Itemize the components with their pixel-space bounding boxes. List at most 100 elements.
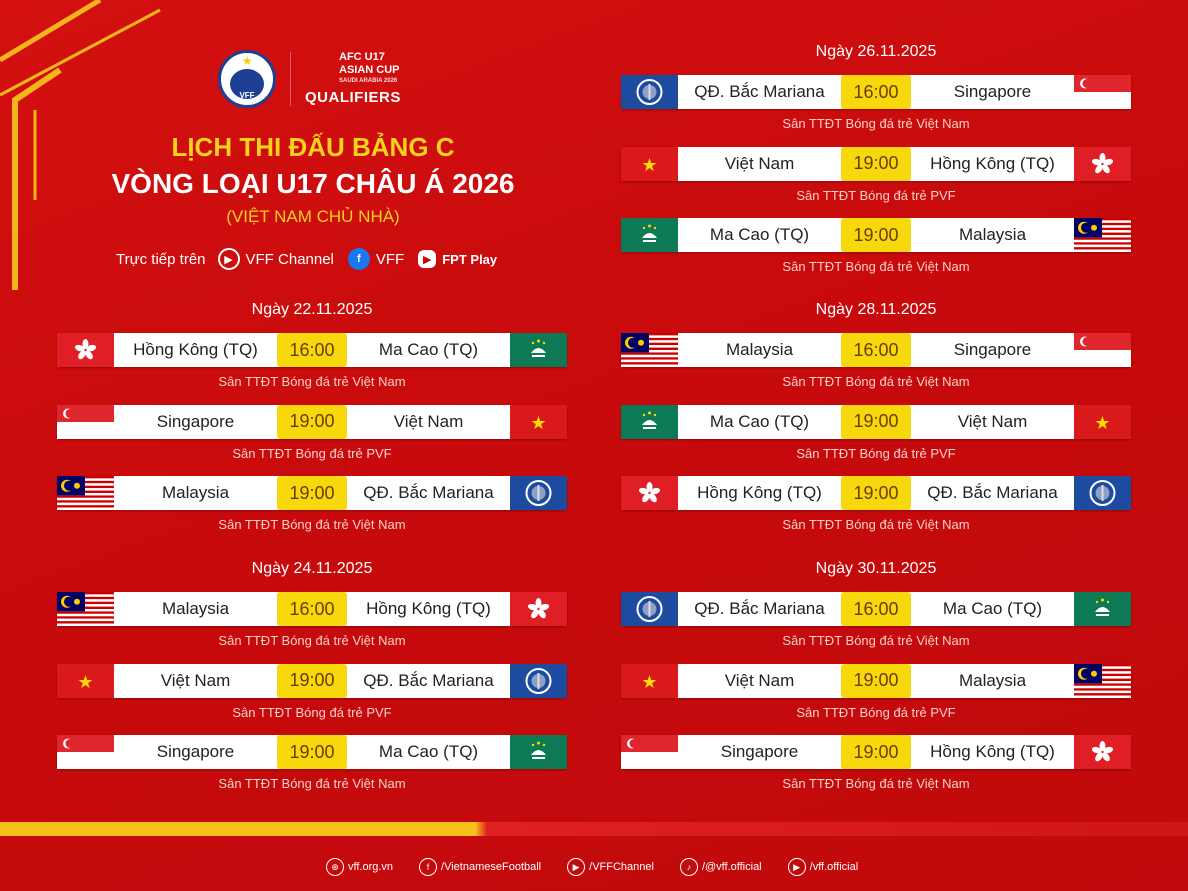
channel-vff[interactable]: VFF: [375, 250, 405, 268]
match-row[interactable]: Singapore 19:00 Ma Cao (TQ): [57, 735, 567, 769]
match-row[interactable]: ★ Việt Nam 19:00 Hồng Kông (TQ): [621, 146, 1131, 181]
home-team: QĐ. Bắc Mariana: [694, 82, 825, 101]
home-team: Hồng Kông (TQ): [697, 483, 822, 502]
away-team: Ma Cao (TQ): [378, 340, 479, 359]
match-date: Ngày 22.11.2025: [251, 301, 373, 318]
match-row[interactable]: Singapore 19:00 Hồng Kông (TQ): [621, 735, 1131, 769]
kickoff-time: 19:00: [841, 476, 911, 510]
home-team: Singapore: [156, 411, 235, 431]
decorative-band: [0, 822, 1188, 836]
home-team: Malaysia: [161, 483, 230, 502]
match-row[interactable]: Hồng Kông (TQ) 19:00 QĐ. Bắc Mariana: [621, 476, 1131, 510]
match-row[interactable]: Ma Cao (TQ) 19:00 Malaysia: [621, 218, 1131, 252]
away-team: Ma Cao (TQ): [378, 742, 479, 761]
kickoff-time: 19:00: [277, 735, 347, 769]
hong-kong-flag: [1074, 735, 1131, 769]
afc-line1: AFC U17: [339, 51, 385, 63]
kickoff-time: 16:00: [277, 592, 347, 626]
match-row[interactable]: Ma Cao (TQ) 19:00 Việt Nam ★: [621, 404, 1131, 439]
match-row[interactable]: Hồng Kông (TQ) 16:00 Ma Cao (TQ): [57, 333, 567, 367]
footer-label: /VietnameseFootball: [441, 860, 542, 873]
malaysia-flag: [1074, 663, 1131, 698]
svg-text:★: ★: [530, 413, 546, 433]
singapore-flag: [57, 404, 114, 439]
home-team: Việt Nam: [724, 153, 795, 173]
match-row[interactable]: ★ Việt Nam 19:00 Malaysia: [621, 663, 1131, 698]
channel-fpt-play[interactable]: FPT Play: [442, 251, 498, 267]
venue: Sân TTĐT Bóng đá trẻ Việt Nam: [782, 517, 970, 532]
logos: ★ VFF AFC U17 ASIAN CUP SAUDI ARABIA 2026…: [218, 50, 401, 108]
match-row[interactable]: ★ Việt Nam 19:00 QĐ. Bắc Mariana: [57, 663, 567, 698]
northern-mariana-islands-flag: [510, 476, 567, 510]
fpt-play-icon: ▶: [418, 250, 437, 268]
match-row[interactable]: QĐ. Bắc Mariana 16:00 Singapore: [621, 75, 1131, 109]
footer-facebook[interactable]: f/VietnameseFootball: [419, 858, 541, 876]
footer-website[interactable]: ⊕ vff.org.vn: [326, 858, 393, 876]
kickoff-time: 19:00: [841, 404, 911, 439]
kickoff-time: 19:00: [277, 663, 347, 698]
venue: Sân TTĐT Bóng đá trẻ PVF: [796, 187, 956, 203]
footer-label: /VFFChannel: [589, 860, 654, 873]
match-row[interactable]: Singapore 19:00 Việt Nam ★: [57, 404, 567, 439]
footer-play[interactable]: ▶/vff.official: [787, 858, 858, 876]
away-team: Ma Cao (TQ): [942, 599, 1043, 618]
title-line2: VÒNG LOẠI U17 CHÂU Á 2026: [111, 168, 515, 199]
away-team: Hồng Kông (TQ): [930, 153, 1055, 173]
kickoff-time: 19:00: [841, 146, 911, 181]
venue: Sân TTĐT Bóng đá trẻ Việt Nam: [782, 374, 970, 389]
home-team: Ma Cao (TQ): [709, 411, 810, 431]
footer-youtube[interactable]: ▶/VFFChannel: [567, 858, 654, 876]
singapore-flag: [57, 735, 114, 769]
kickoff-time: 19:00: [841, 663, 911, 698]
facebook-icon: f: [347, 248, 370, 270]
away-team: Malaysia: [958, 225, 1027, 244]
venue: Sân TTĐT Bóng đá trẻ PVF: [796, 704, 956, 720]
singapore-flag: [1074, 75, 1131, 109]
title-line3: (VIỆT NAM CHỦ NHÀ): [226, 207, 400, 226]
live-channels: Trực tiếp trên ▶ VFF Channel f VFF ▶ FPT…: [116, 248, 497, 270]
home-team: Ma Cao (TQ): [709, 225, 810, 244]
macau-flag: [510, 333, 567, 367]
kickoff-time: 16:00: [841, 592, 911, 626]
channel-vff-channel[interactable]: VFF Channel: [245, 250, 334, 268]
svg-text:★: ★: [641, 672, 657, 692]
northern-mariana-islands-flag: [621, 592, 678, 626]
malaysia-flag: [1074, 218, 1131, 252]
hong-kong-flag: [510, 592, 567, 626]
venue: Sân TTĐT Bóng đá trẻ Việt Nam: [218, 776, 406, 791]
macau-flag: [621, 218, 678, 252]
home-team: Singapore: [720, 742, 799, 761]
macau-flag: [510, 735, 567, 769]
away-team: QĐ. Bắc Mariana: [363, 483, 494, 502]
vietnam-flag: ★: [621, 146, 678, 181]
kickoff-time: 16:00: [841, 333, 911, 367]
vietnam-flag: ★: [510, 404, 567, 439]
away-team: Việt Nam: [957, 411, 1028, 431]
northern-mariana-islands-flag: [621, 75, 678, 109]
match-row[interactable]: Malaysia 16:00 Singapore: [621, 333, 1131, 367]
afc-line2: ASIAN CUP: [339, 64, 400, 76]
globe-icon: ⊕: [326, 858, 344, 876]
match-row[interactable]: Malaysia 19:00 QĐ. Bắc Mariana: [57, 476, 567, 510]
decorative-gold-lines: [0, 0, 161, 290]
singapore-flag: [1074, 333, 1131, 367]
venue: Sân TTĐT Bóng đá trẻ PVF: [232, 445, 392, 461]
footer-label: vff.org.vn: [348, 860, 394, 873]
away-team: Việt Nam: [393, 411, 464, 431]
title-line1: LỊCH THI ĐẤU BẢNG C: [171, 132, 455, 162]
match-date: Ngày 28.11.2025: [815, 301, 937, 318]
away-team: QĐ. Bắc Mariana: [363, 670, 494, 690]
footer-tiktok[interactable]: ♪/@vff.official: [679, 858, 762, 876]
home-team: Malaysia: [725, 340, 794, 359]
home-team: Việt Nam: [160, 670, 231, 690]
venue: Sân TTĐT Bóng đá trẻ Việt Nam: [782, 776, 970, 791]
svg-text:★: ★: [641, 155, 657, 175]
match-row[interactable]: Malaysia 16:00 Hồng Kông (TQ): [57, 592, 567, 626]
kickoff-time: 19:00: [277, 476, 347, 510]
home-team: Việt Nam: [724, 670, 795, 690]
home-team: Malaysia: [161, 599, 230, 618]
match-row[interactable]: QĐ. Bắc Mariana 16:00 Ma Cao (TQ): [621, 592, 1131, 626]
away-team: Singapore: [953, 82, 1032, 101]
svg-text:★: ★: [77, 672, 93, 692]
kickoff-time: 19:00: [841, 735, 911, 769]
